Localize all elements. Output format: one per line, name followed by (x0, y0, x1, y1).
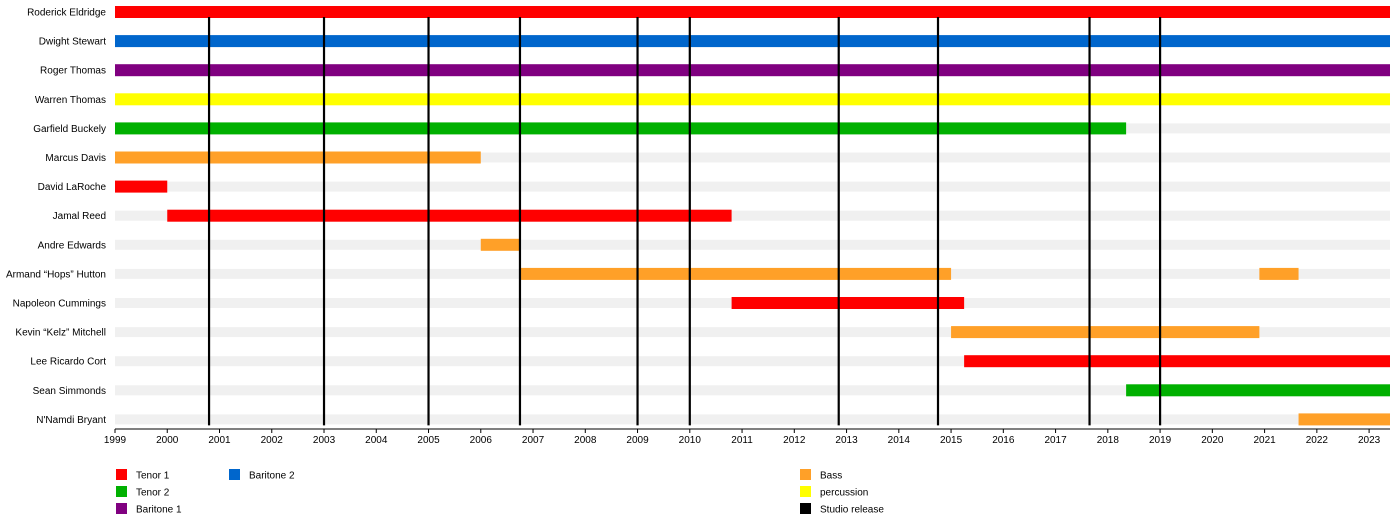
legend-swatch (800, 486, 811, 497)
legend-label: Bass (820, 471, 842, 482)
x-tick-label: 2014 (888, 435, 911, 446)
x-tick-label: 2001 (208, 435, 231, 446)
x-tick-label: 2018 (1097, 435, 1120, 446)
x-tick-label: 2022 (1306, 435, 1329, 446)
legend-label: Baritone 2 (249, 471, 295, 482)
member-name-label: Marcus Davis (45, 153, 106, 164)
member-name-label: Jamal Reed (53, 211, 106, 222)
member-period-bar (115, 151, 481, 164)
member-name-label: Dwight Stewart (39, 37, 106, 48)
member-name-label: Napoleon Cummings (13, 299, 106, 310)
legend-swatch (116, 486, 127, 497)
x-tick-label: 2004 (365, 435, 388, 446)
x-tick-label: 2007 (522, 435, 545, 446)
background-track (115, 385, 1390, 396)
member-period-bar (519, 267, 952, 280)
x-tick-label: 2013 (835, 435, 858, 446)
x-tick-label: 2019 (1149, 435, 1172, 446)
member-name-label: N'Namdi Bryant (36, 415, 106, 426)
member-name-label: Roderick Eldridge (27, 8, 106, 19)
x-tick-label: 2009 (626, 435, 649, 446)
legend-label: Tenor 1 (136, 471, 170, 482)
studio-release-lines (207, 17, 1162, 426)
member-period-bar (115, 64, 1390, 77)
x-tick-label: 2011 (731, 435, 753, 446)
x-axis: 1999 2000 2001 2002 2003 2004 2005 2006 2007 2008… (104, 428, 1390, 446)
x-tick-label: 2015 (940, 435, 963, 446)
member-period-bar (115, 180, 168, 193)
member-name-label: Sean Simmonds (33, 386, 106, 397)
member-name-label: Armand “Hops” Hutton (6, 269, 106, 280)
member-period-bar (115, 35, 1390, 48)
member-name-label: Andre Edwards (38, 240, 106, 251)
x-tick-label: 2023 (1358, 435, 1381, 446)
member-period-bar (115, 93, 1390, 106)
member-period-bar (951, 326, 1260, 339)
x-tick-label: 2005 (417, 435, 440, 446)
background-track (115, 181, 1390, 192)
x-tick-label: 2010 (679, 435, 702, 446)
x-tick-label: 2003 (313, 435, 336, 446)
member-period-bar (1259, 267, 1299, 280)
legend: Tenor 1 Tenor 2 Baritone 1 Baritone 2 Bass pe… (116, 469, 884, 516)
background-track (115, 327, 1390, 338)
x-tick-label: 2006 (470, 435, 493, 446)
member-period-bar (964, 355, 1390, 368)
legend-label: Baritone 1 (136, 505, 182, 516)
legend-swatch (116, 503, 127, 514)
member-period-bar (167, 209, 732, 222)
member-labels: Roderick Eldridge Dwight Stewart Roger Tho… (6, 8, 106, 426)
member-period-bar (1126, 384, 1390, 397)
member-period-bar (1298, 413, 1390, 426)
x-tick-label: 2012 (783, 435, 806, 446)
x-tick-label: 2000 (156, 435, 179, 446)
legend-label: percussion (820, 488, 868, 499)
member-name-label: David LaRoche (38, 182, 107, 193)
background-track (115, 152, 1390, 163)
member-name-label: Kevin “Kelz” Mitchell (15, 328, 106, 339)
x-tick-label: 2021 (1253, 435, 1276, 446)
member-name-label: Roger Thomas (40, 66, 106, 77)
member-name-label: Warren Thomas (35, 95, 106, 106)
x-tick-label: 1999 (104, 435, 127, 446)
member-period-bar (480, 238, 520, 251)
background-track (115, 239, 1390, 250)
legend-swatch (800, 469, 811, 480)
legend-swatch (800, 503, 811, 514)
background-track (115, 210, 1390, 221)
x-tick-label: 2017 (1044, 435, 1067, 446)
member-period-bar (115, 122, 1127, 135)
member-period-bar (115, 6, 1390, 18)
member-name-label: Garfield Buckely (33, 124, 106, 135)
legend-swatch (229, 469, 240, 480)
member-period-bar (731, 297, 965, 309)
x-tick-label: 2008 (574, 435, 597, 446)
legend-label: Tenor 2 (136, 488, 170, 499)
x-tick-label: 2020 (1201, 435, 1224, 446)
background-track (115, 356, 1390, 367)
background-track (115, 414, 1390, 425)
member-bars (115, 6, 1390, 426)
legend-swatch (116, 469, 127, 480)
x-tick-label: 2016 (992, 435, 1015, 446)
member-name-label: Lee Ricardo Cort (30, 357, 106, 368)
x-tick-label: 2002 (261, 435, 284, 446)
legend-label: Studio release (820, 505, 884, 516)
